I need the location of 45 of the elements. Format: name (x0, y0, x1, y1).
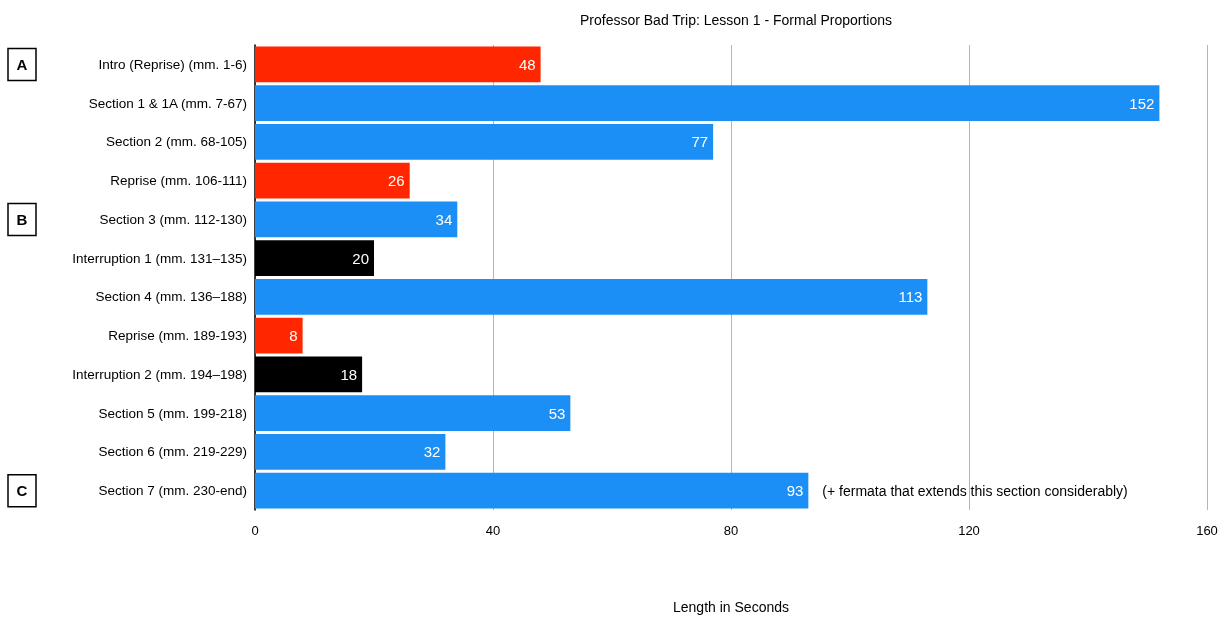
text: C (16, 482, 28, 500)
bar (255, 317, 303, 354)
y-tick-label: Interruption 2 (mm. 194–198) (72, 366, 247, 382)
y-tick-label: Section 5 (mm. 199-218) (98, 405, 247, 421)
data-label: 34 (435, 210, 453, 228)
data-label: 48 (518, 55, 536, 73)
data-label: 8 (289, 327, 298, 345)
data-label: 53 (548, 404, 566, 422)
x-tick-label: 160 (1196, 523, 1218, 538)
x-tick-label: 120 (958, 523, 980, 538)
bar (255, 46, 541, 83)
bar (255, 434, 446, 470)
y-tick-label: Section 2 (mm. 68-105) (105, 134, 247, 150)
bar (255, 85, 1160, 121)
bar (255, 162, 410, 199)
y-tick-label: Interruption 1 (mm. 131–135) (72, 250, 247, 266)
y-tick-label: Reprise (mm. 189-193) (108, 328, 247, 344)
data-label: 113 (898, 288, 923, 306)
y-tick-label: Section 3 (mm. 112-130) (99, 211, 247, 227)
bar (255, 124, 714, 160)
bar (255, 279, 928, 315)
x-tick-label: 80 (723, 523, 739, 538)
bar (255, 395, 571, 431)
annotation: (+ fermata that extends this section considerably) (822, 482, 1128, 499)
y-tick-label: Section 7 (mm. 230-end) (98, 483, 247, 499)
x-tick-label: 40 (485, 523, 501, 538)
text: B (16, 210, 28, 228)
y-tick-label: Reprise (mm. 106-111) (110, 173, 247, 189)
data-label: 26 (388, 172, 405, 190)
data-label: 93 (786, 482, 804, 500)
chart-title: Professor Bad Trip: Lesson 1 - Formal Proportions (579, 12, 893, 28)
y-tick-label: Intro (Reprise) (mm. 1-6) (98, 56, 247, 72)
x-tick-label: 0 (251, 523, 259, 538)
text: A (16, 55, 28, 73)
y-tick-label: Section 4 (mm. 136–188) (95, 289, 247, 305)
bar (255, 201, 458, 238)
bar (255, 472, 809, 509)
y-tick-label: Section 6 (mm. 219-229) (98, 444, 247, 460)
y-tick-label: Section 1 & 1A (mm. 7-67) (88, 95, 247, 111)
data-label: 32 (423, 443, 441, 461)
data-label: 18 (340, 365, 358, 383)
data-label: 77 (691, 133, 709, 151)
data-label: 20 (352, 249, 369, 267)
data-label: 152 (1129, 94, 1155, 112)
x-axis-title: Length in Seconds (673, 599, 789, 615)
